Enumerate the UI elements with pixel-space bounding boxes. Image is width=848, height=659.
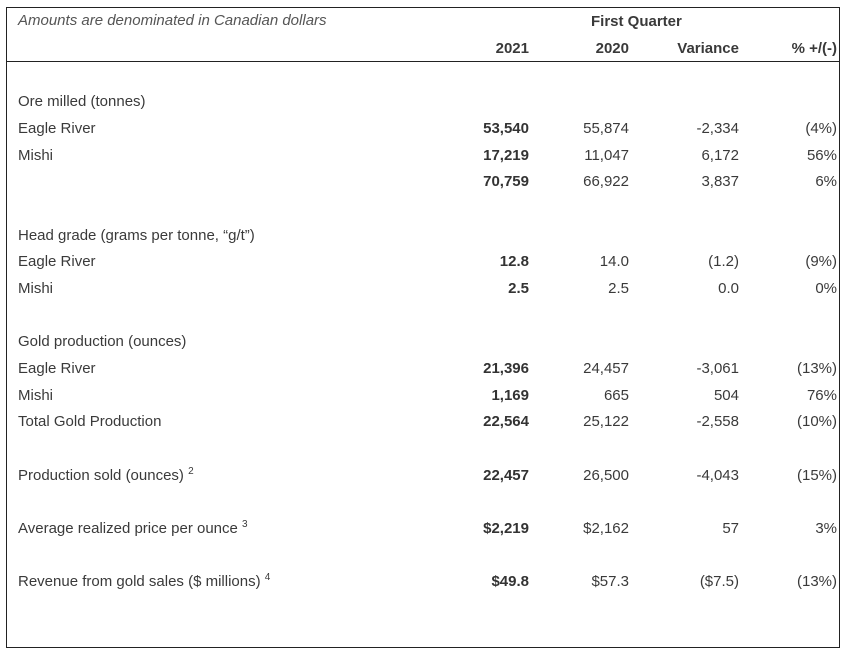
row-label: Head grade (grams per tonne, “g/t”) <box>18 227 255 244</box>
value-percent: (13%) <box>796 573 837 590</box>
column-header-variance: Variance <box>677 40 739 57</box>
value-percent: (15%) <box>796 467 837 484</box>
table-row: Ore milled (tonnes) <box>0 93 848 113</box>
row-label: Production sold (ounces) 2 <box>18 466 194 485</box>
value-2020: 14.0 <box>599 253 629 270</box>
value-2020: 26,500 <box>583 467 629 484</box>
row-label: Mishi <box>18 147 54 164</box>
table-row: 70,759 66,922 3,837 6% <box>0 173 848 193</box>
row-label: Eagle River <box>18 120 96 137</box>
value-2020: $2,162 <box>583 520 629 537</box>
column-header-2021: 2021 <box>495 40 529 57</box>
value-2021: 1,169 <box>491 387 529 404</box>
row-label: Gold production (ounces) <box>18 333 187 350</box>
table-row: Mishi 17,219 11,047 6,172 56% <box>0 147 848 167</box>
value-percent: (10%) <box>796 413 837 430</box>
table-frame <box>6 7 840 648</box>
value-variance: 6,172 <box>701 147 739 164</box>
value-2021: 12.8 <box>499 253 529 270</box>
column-header-percent: % +/(-) <box>791 40 837 57</box>
value-variance: -4,043 <box>696 467 739 484</box>
column-header-2020: 2020 <box>595 40 629 57</box>
value-variance: 3,837 <box>701 173 739 190</box>
row-label: Mishi <box>18 387 54 404</box>
currency-note: Amounts are denominated in Canadian doll… <box>18 12 327 29</box>
value-2021: $2,219 <box>483 520 529 537</box>
value-percent: (4%) <box>805 120 837 137</box>
table-row: Production sold (ounces) 2 22,457 26,500 -4… <box>0 467 848 487</box>
row-label: Ore milled (tonnes) <box>18 93 146 110</box>
row-label: Mishi <box>18 280 54 297</box>
value-2020: $57.3 <box>591 573 629 590</box>
value-2020: 25,122 <box>583 413 629 430</box>
value-percent: 3% <box>815 520 837 537</box>
value-2020: 66,922 <box>583 173 629 190</box>
value-2021: 22,457 <box>483 467 529 484</box>
table-row: Mishi 1,169 665 504 76% <box>0 387 848 407</box>
value-2020: 55,874 <box>583 120 629 137</box>
table-row: Average realized price per ounce 3 $2,219… <box>0 520 848 540</box>
row-label: Revenue from gold sales ($ millions) 4 <box>18 572 271 591</box>
value-variance: -3,061 <box>696 360 739 377</box>
row-label: Eagle River <box>18 253 96 270</box>
value-2021: 22,564 <box>483 413 529 430</box>
table-row: Gold production (ounces) <box>0 333 848 353</box>
header-divider <box>6 61 840 62</box>
value-variance: ($7.5) <box>699 573 739 590</box>
footnote-marker: 2 <box>188 466 194 477</box>
value-2020: 2.5 <box>608 280 629 297</box>
value-variance: 57 <box>722 520 739 537</box>
value-2020: 665 <box>603 387 629 404</box>
value-2020: 24,457 <box>583 360 629 377</box>
value-percent: 56% <box>806 147 837 164</box>
value-variance: -2,334 <box>696 120 739 137</box>
table-row: Mishi 2.5 2.5 0.0 0% <box>0 280 848 300</box>
footnote-marker: 4 <box>264 572 271 583</box>
value-2021: 21,396 <box>483 360 529 377</box>
row-label: Total Gold Production <box>18 413 162 430</box>
value-percent: 6% <box>815 173 837 190</box>
table-row: Revenue from gold sales ($ millions) 4 $4… <box>0 573 848 593</box>
table-row: Head grade (grams per tonne, “g/t”) <box>0 227 848 247</box>
value-variance: -2,558 <box>696 413 739 430</box>
value-variance: 504 <box>713 387 739 404</box>
value-2021: 2.5 <box>508 280 529 297</box>
table-row: Eagle River 53,540 55,874 -2,334 (4%) <box>0 120 848 140</box>
value-variance: (1.2) <box>708 253 739 270</box>
value-2021: 17,219 <box>483 147 529 164</box>
value-2021: 70,759 <box>483 173 529 190</box>
table-row: Eagle River 12.8 14.0 (1.2) (9%) <box>0 253 848 273</box>
value-2020: 11,047 <box>584 147 629 164</box>
period-heading: First Quarter <box>591 13 682 30</box>
value-percent: 0% <box>815 280 837 297</box>
value-percent: 76% <box>806 387 837 404</box>
footnote-marker: 3 <box>242 519 248 530</box>
value-variance: 0.0 <box>718 280 739 297</box>
table-row: Eagle River 21,396 24,457 -3,061 (13%) <box>0 360 848 380</box>
value-percent: (9%) <box>805 253 837 270</box>
row-label: Eagle River <box>18 360 96 377</box>
table-row: Total Gold Production 22,564 25,122 -2,558 (… <box>0 413 848 433</box>
value-2021: $49.8 <box>491 573 529 590</box>
value-2021: 53,540 <box>483 120 529 137</box>
value-percent: (13%) <box>796 360 837 377</box>
row-label: Average realized price per ounce 3 <box>18 519 248 538</box>
